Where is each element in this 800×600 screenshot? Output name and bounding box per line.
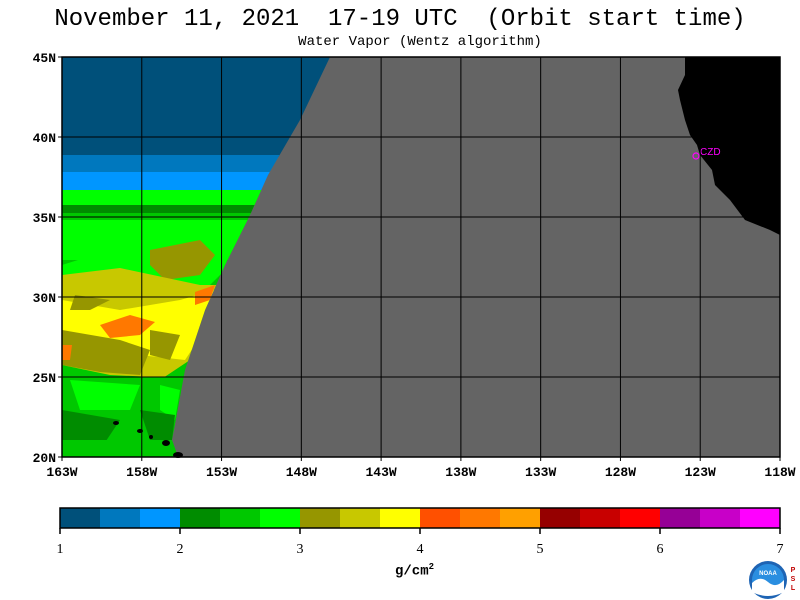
colorbar-swatch xyxy=(140,508,181,528)
station-czd-marker: CZD xyxy=(692,147,721,160)
map-title: November 11, 2021 17-19 UTC (Orbit start… xyxy=(54,6,746,33)
colorbar-swatch xyxy=(460,508,501,528)
colorbar-swatch xyxy=(500,508,541,528)
colorbar-tick-label: 2 xyxy=(177,542,184,557)
psl-label: PSL xyxy=(791,567,796,592)
colorbar xyxy=(59,507,781,529)
colorbar-swatch xyxy=(740,508,781,528)
lon-label: 128W xyxy=(605,465,636,480)
lat-label: 40N xyxy=(33,131,56,146)
lat-label: 20N xyxy=(33,451,56,466)
colorbar-swatch xyxy=(420,508,461,528)
colorbar-swatch xyxy=(260,508,301,528)
svg-text:S: S xyxy=(791,576,796,583)
colorbar-tick-label: 6 xyxy=(657,542,664,557)
colorbar-swatch xyxy=(660,508,701,528)
lon-label: 138W xyxy=(445,465,476,480)
colorbar-tick-label: 4 xyxy=(417,542,424,557)
colorbar-swatch xyxy=(700,508,741,528)
svg-text:P: P xyxy=(791,567,796,574)
colorbar-unit: g/cm2 xyxy=(395,562,435,580)
lat-label: 35N xyxy=(33,211,56,226)
map-frame xyxy=(61,56,781,458)
colorbar-swatch xyxy=(300,508,341,528)
svg-text:NOAA: NOAA xyxy=(759,571,777,577)
colorbar-swatch xyxy=(340,508,381,528)
map-subtitle: Water Vapor (Wentz algorithm) xyxy=(298,34,542,50)
lon-label: 158W xyxy=(126,465,157,480)
lon-label: 153W xyxy=(206,465,237,480)
colorbar-swatch xyxy=(180,508,221,528)
colorbar-swatch xyxy=(220,508,261,528)
colorbar-swatch xyxy=(60,508,101,528)
colorbar-swatch xyxy=(380,508,421,528)
lat-label: 30N xyxy=(33,291,56,306)
lon-label: 133W xyxy=(525,465,556,480)
lat-lon-grid xyxy=(62,57,780,457)
svg-text:L: L xyxy=(791,585,796,592)
coastline-land xyxy=(678,57,780,235)
lon-label: 148W xyxy=(286,465,317,480)
station-label: CZD xyxy=(700,147,721,158)
colorbar-swatch xyxy=(620,508,661,528)
lon-label: 123W xyxy=(685,465,716,480)
lat-label: 45N xyxy=(33,51,56,66)
lon-label: 163W xyxy=(46,465,77,480)
noaa-logo: NOAA xyxy=(749,561,787,599)
colorbar-tick-label: 7 xyxy=(777,542,784,557)
lon-label: 143W xyxy=(366,465,397,480)
colorbar-tick-label: 1 xyxy=(57,542,64,557)
colorbar-tick-label: 5 xyxy=(537,542,544,557)
colorbar-swatch xyxy=(580,508,621,528)
lat-label: 25N xyxy=(33,371,56,386)
colorbar-swatch xyxy=(100,508,141,528)
colorbar-tick-label: 3 xyxy=(297,542,304,557)
colorbar-swatch xyxy=(540,508,581,528)
lon-label: 118W xyxy=(764,465,795,480)
